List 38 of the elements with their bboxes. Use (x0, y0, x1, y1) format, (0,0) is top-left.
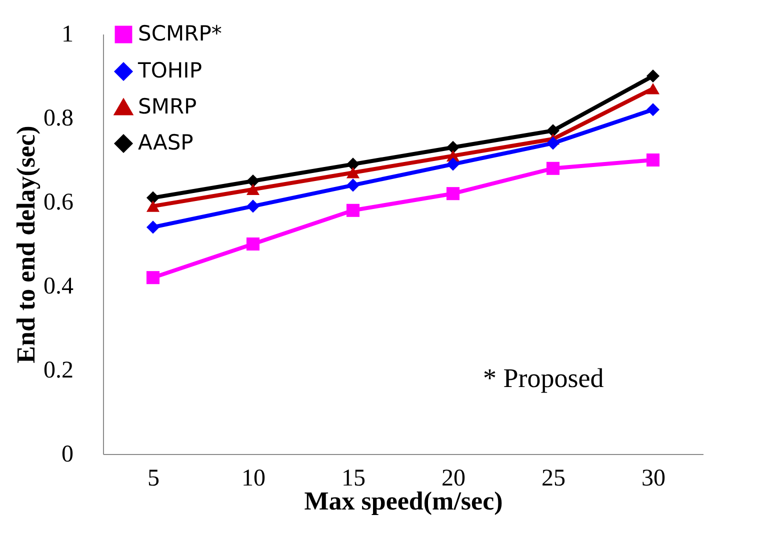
x-tick-label: 25 (542, 466, 566, 492)
point (346, 178, 360, 192)
point (546, 136, 560, 150)
point (246, 184, 260, 196)
y-tick-label: 1 (62, 22, 74, 48)
y-axis-title: End to end delay(sec) (12, 126, 40, 364)
point (146, 220, 160, 234)
legend-label: AASP (138, 130, 194, 154)
point (446, 140, 460, 154)
y-tick-label: 0.2 (44, 358, 74, 384)
point (646, 82, 660, 94)
point (646, 153, 660, 167)
point (246, 200, 260, 213)
point (346, 204, 360, 217)
legend-label: SCMRP* (138, 22, 222, 46)
point (646, 69, 660, 83)
point (646, 103, 660, 116)
point (246, 174, 260, 188)
point (546, 162, 560, 175)
point (146, 191, 160, 204)
y-tick-label: 0.4 (44, 274, 74, 300)
y-tick-label: 0.6 (44, 190, 74, 216)
point (146, 271, 160, 284)
x-tick-label: 10 (242, 466, 266, 492)
x-tick-label: 30 (642, 466, 666, 492)
legend-label: TOHIP (137, 58, 202, 82)
point (246, 237, 260, 251)
point (346, 158, 360, 171)
x-tick-label: 5 (148, 466, 160, 492)
annotation: * Proposed (483, 363, 604, 393)
point (446, 158, 460, 171)
point (346, 166, 360, 178)
point (146, 200, 160, 212)
point (446, 187, 460, 200)
y-tick-label: 0 (62, 442, 74, 468)
legend-label: SMRP (138, 94, 197, 118)
point (546, 124, 560, 138)
y-tick-label: 0.8 (44, 106, 74, 132)
